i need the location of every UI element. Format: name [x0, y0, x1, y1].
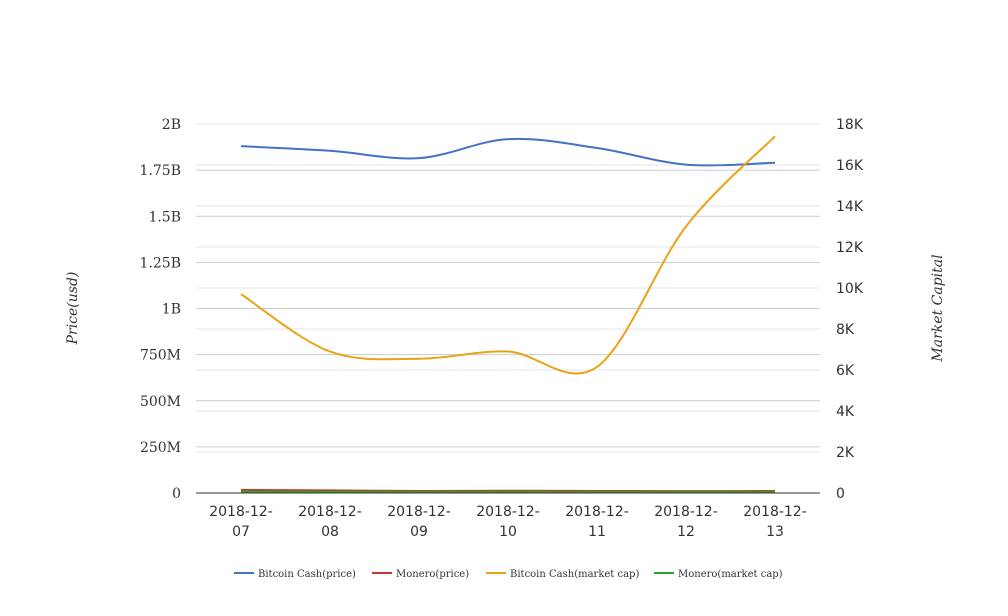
- left-tick-label: 1.75B: [140, 163, 181, 179]
- x-tick-label: 2018-12-10: [476, 504, 540, 540]
- right-tick-label: 14K: [836, 199, 864, 215]
- series-line-2: [240, 135, 776, 375]
- series-line-0: [240, 137, 776, 167]
- left-tick-label: 250M: [140, 440, 181, 456]
- legend-label: Bitcoin Cash(market cap): [510, 569, 639, 580]
- left-tick-label: 500M: [140, 394, 181, 410]
- right-tick-label: 10K: [836, 281, 864, 297]
- x-tick-label: 2018-12-13: [743, 504, 807, 540]
- right-tick-label: 16K: [836, 158, 864, 174]
- left-tick-label: 1.5B: [148, 209, 181, 225]
- x-axis-ticks: 2018-12-07 2018-12-08 2018-12-09 2018-12-10…: [209, 504, 807, 540]
- series-lines: [240, 135, 776, 494]
- legend-label: Monero(market cap): [678, 569, 783, 580]
- right-axis-title: Market Capital: [930, 254, 946, 362]
- left-tick-label: 2B: [162, 117, 181, 133]
- left-tick-label: 1.25B: [140, 255, 181, 271]
- right-tick-label: 6K: [836, 363, 855, 379]
- x-tick-label: 2018-12-07: [209, 504, 273, 540]
- legend-label: Monero(price): [396, 569, 469, 580]
- right-axis-ticks: 0 2K 4K 6K 8K 10K 12K 14K 16K 18K: [836, 117, 864, 502]
- legend: Bitcoin Cash(price) Monero(price) Bitcoin …: [234, 569, 783, 580]
- left-tick-label: 750M: [140, 348, 181, 364]
- left-axis-ticks: 0 250M 500M 750M 1B 1.25B 1.5B 1.75B 2B: [140, 117, 181, 502]
- right-tick-label: 8K: [836, 322, 855, 338]
- right-tick-label: 18K: [836, 117, 864, 133]
- right-tick-label: 4K: [836, 404, 855, 420]
- left-tick-label: 0: [172, 486, 181, 502]
- gridlines: [196, 123, 820, 453]
- legend-label: Bitcoin Cash(price): [258, 569, 356, 580]
- x-tick-label: 2018-12-11: [565, 504, 629, 540]
- right-tick-label: 12K: [836, 240, 864, 256]
- left-tick-label: 1B: [162, 302, 181, 318]
- right-tick-label: 0: [836, 486, 845, 502]
- x-tick-label: 2018-12-08: [298, 504, 362, 540]
- x-tick-label: 2018-12-09: [387, 504, 451, 540]
- left-axis-title: Price(usd): [65, 272, 81, 346]
- right-tick-label: 2K: [836, 445, 855, 461]
- x-tick-label: 2018-12-12: [654, 504, 718, 540]
